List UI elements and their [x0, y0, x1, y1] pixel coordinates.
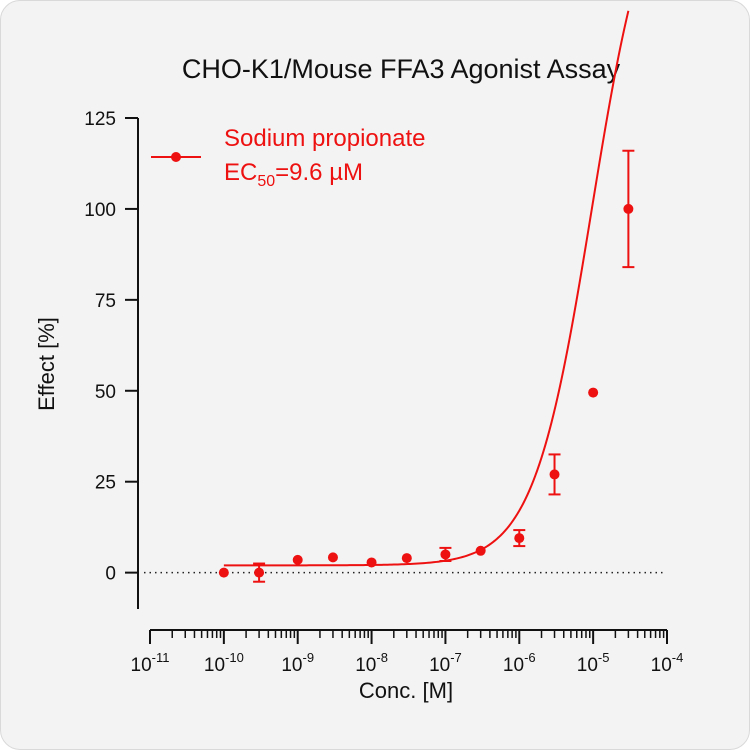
- x-tick-base: 10: [577, 655, 598, 676]
- x-tick-base: 10: [503, 655, 524, 676]
- y-tick-label: 75: [95, 291, 116, 312]
- x-tick-exponent: -8: [376, 650, 388, 665]
- x-tick-label: 10-10: [204, 650, 244, 676]
- legend-marker: [171, 152, 181, 162]
- y-tick-label: 0: [105, 564, 116, 585]
- x-tick-label: 10-6: [503, 650, 536, 676]
- y-tick-label: 25: [95, 473, 116, 494]
- x-axis-title: Conc. [M]: [359, 678, 453, 703]
- x-tick-base: 10: [429, 655, 450, 676]
- x-tick-exponent: -5: [598, 650, 610, 665]
- data-point: [623, 203, 634, 214]
- data-point: [254, 567, 265, 578]
- data-point: [475, 545, 486, 556]
- y-tick-label: 125: [84, 109, 116, 130]
- data-point: [440, 549, 451, 560]
- y-axis: 0 25 50 75 100 125: [84, 109, 139, 609]
- x-tick-exponent: -9: [303, 650, 315, 665]
- ec50-prefix: EC: [224, 159, 257, 186]
- x-tick-label: 10-9: [281, 650, 314, 676]
- x-tick-label: 10-5: [577, 650, 610, 676]
- legend-series-name: Sodium propionate: [224, 125, 425, 152]
- data-point: [514, 533, 525, 544]
- x-tick-label: 10-7: [429, 650, 462, 676]
- x-tick-base: 10: [355, 655, 376, 676]
- x-tick-exponent: -10: [225, 650, 244, 665]
- ec50-value: =9.6 µM: [275, 159, 363, 186]
- fit-curve-layer: [223, 10, 630, 567]
- x-tick-label: 10-4: [651, 650, 684, 676]
- x-tick-base: 10: [131, 655, 152, 676]
- x-tick-base: 10: [651, 655, 672, 676]
- data-point: [292, 554, 303, 565]
- legend: Sodium propionate EC50=9.6 µM: [151, 125, 425, 190]
- ec50-subscript: 50: [257, 173, 275, 190]
- y-tick-label: 100: [84, 200, 116, 221]
- fit-curve: [223, 10, 630, 567]
- x-tick-exponent: -11: [152, 650, 170, 665]
- x-tick-exponent: -4: [672, 650, 684, 665]
- legend-ec50-label: EC50=9.6 µM: [224, 159, 363, 190]
- y-tick-label: 50: [95, 382, 116, 403]
- x-tick-exponent: -7: [450, 650, 462, 665]
- x-axis: 10-11 10-10 10-9 10-8 10-7 10-6 10-5 10-4: [131, 629, 684, 676]
- data-point: [588, 387, 599, 398]
- data-points-layer: [218, 149, 635, 583]
- data-point: [366, 557, 377, 568]
- x-tick-label: 10-8: [355, 650, 388, 676]
- data-point: [401, 553, 412, 564]
- y-axis-title: Effect [%]: [34, 317, 59, 411]
- x-tick-base: 10: [204, 655, 225, 676]
- data-point: [327, 552, 338, 563]
- x-tick-exponent: -6: [524, 650, 536, 665]
- data-point: [549, 469, 560, 480]
- x-tick-label: 10-11: [131, 650, 170, 676]
- chart-title: CHO-K1/Mouse FFA3 Agonist Assay: [182, 54, 621, 84]
- data-point: [218, 567, 229, 578]
- x-tick-base: 10: [281, 655, 302, 676]
